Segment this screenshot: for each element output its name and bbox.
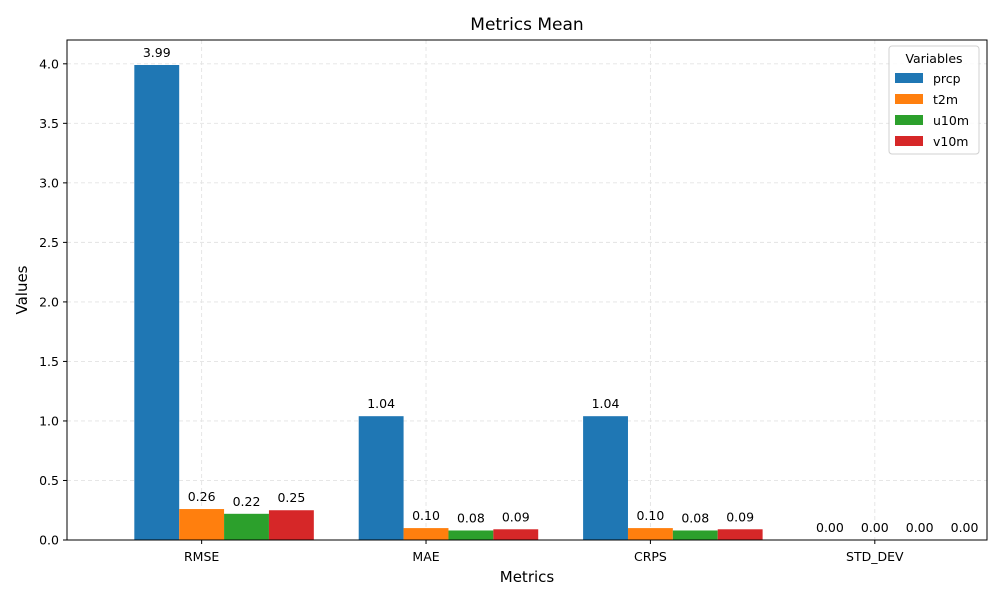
data-label-v10m: 0.25 [277, 490, 305, 505]
data-label-t2m: 0.10 [412, 508, 440, 523]
data-label-u10m: 0.22 [233, 494, 261, 509]
y-tick-label: 3.0 [39, 175, 59, 190]
bar-t2m [179, 509, 225, 540]
bar-u10m [224, 513, 269, 540]
data-label-prcp: 1.04 [592, 396, 620, 411]
data-labels-layer: 3.99 1.04 1.04 0.00 0.26 0.10 0.10 0.00 0.22 0.08… [143, 45, 979, 535]
data-label-u10m: 0.08 [457, 510, 485, 525]
data-label-v10m: 0.00 [951, 520, 979, 535]
x-axis-label: Metrics [500, 568, 555, 586]
data-label-t2m: 0.26 [188, 489, 216, 504]
legend-label-u10m: u10m [933, 113, 969, 128]
data-label-v10m: 0.09 [502, 509, 530, 524]
data-label-prcp: 0.00 [816, 520, 844, 535]
bar-prcp [134, 65, 180, 540]
data-label-v10m: 0.09 [726, 509, 754, 524]
bar-prcp [358, 416, 404, 540]
y-tick-label: 4.0 [39, 56, 59, 71]
data-label-t2m: 0.10 [636, 508, 664, 523]
x-tick-label: CRPS [634, 549, 667, 564]
data-label-u10m: 0.00 [906, 520, 934, 535]
y-tick-label: 3.5 [39, 116, 59, 131]
data-label-u10m: 0.08 [681, 510, 709, 525]
legend-swatch-u10m [895, 115, 923, 125]
data-label-prcp: 1.04 [367, 396, 395, 411]
bar-prcp [583, 416, 628, 540]
legend-title: Variables [905, 51, 962, 66]
y-tick-label: 2.5 [39, 235, 59, 250]
bar-v10m [493, 529, 539, 540]
axis-layer: 0.0 0.5 1.0 1.5 2.0 2.5 3.0 3.5 4.0 RMSE MAE CRPS ST… [39, 56, 904, 564]
bars-layer [134, 65, 763, 540]
y-tick-label: 2.0 [39, 294, 59, 309]
legend-label-t2m: t2m [933, 92, 958, 107]
legend-items: prcp t2m u10m v10m [895, 71, 969, 149]
legend-label-prcp: prcp [933, 71, 961, 86]
bar-t2m [627, 528, 673, 540]
y-tick-label: 1.0 [39, 413, 59, 428]
x-tick-label: MAE [412, 549, 439, 564]
bar-v10m [717, 529, 763, 540]
data-label-prcp: 3.99 [143, 45, 171, 60]
y-axis-label: Values [13, 265, 31, 314]
grid-layer [67, 40, 987, 541]
bar-v10m [268, 510, 314, 540]
bar-t2m [403, 528, 449, 540]
legend-swatch-v10m [895, 136, 923, 146]
plot-frame [66, 39, 988, 541]
y-tick-label: 0.5 [39, 473, 59, 488]
legend-swatch-prcp [895, 73, 923, 83]
y-tick-label: 1.5 [39, 354, 59, 369]
legend: Variables prcp t2m u10m v10m [888, 45, 980, 155]
chart-title: Metrics Mean [470, 15, 583, 35]
legend-label-v10m: v10m [933, 134, 968, 149]
x-tick-label: STD_DEV [846, 549, 904, 564]
y-tick-label: 0.0 [39, 533, 59, 548]
x-tick-label: RMSE [184, 549, 219, 564]
legend-swatch-t2m [895, 94, 923, 104]
bar-u10m [672, 530, 718, 540]
data-label-t2m: 0.00 [861, 520, 889, 535]
bar-u10m [448, 530, 494, 540]
